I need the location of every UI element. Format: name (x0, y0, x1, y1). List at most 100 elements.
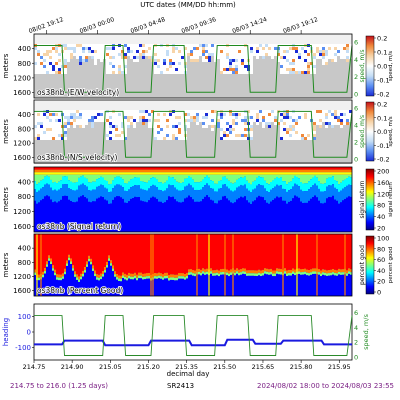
y-tick-label: 100 (18, 313, 31, 321)
colorbar-tick-label: 80 (377, 245, 385, 253)
bottom-tick-label: 214.90 (61, 363, 84, 371)
right-axis-label: speed, m/s (362, 314, 370, 350)
colorbar-label: signal return (388, 182, 394, 217)
colorbar-tick-label: 0.1 (377, 49, 387, 57)
y-axis-label: meters (2, 187, 10, 212)
y-tick-label: 800 (18, 193, 31, 201)
colorbar-label: speed, m/s (388, 116, 394, 146)
colorbar-tick-label: 0.1 (377, 114, 387, 122)
footer: 214.75 to 216.0 (1.25 days) SR2413 2024/… (0, 382, 400, 396)
plot-frame (33, 33, 353, 99)
colorbar-label: speed, m/s (388, 51, 394, 81)
y-tick-label: 1200 (13, 273, 31, 281)
top-axis-title: UTC dates (MM/DD hh:mm) (140, 1, 236, 9)
colorbar (365, 101, 375, 162)
footer-day-range: 214.75 to 216.0 (1.25 days) (10, 382, 109, 390)
bottom-tick-label: 214.75 (23, 363, 46, 371)
bottom-tick-label: 215.80 (290, 363, 313, 371)
right-y-tick-label: 0 (354, 354, 358, 362)
right-y-tick-label: 2 (354, 139, 358, 147)
y-tick-label: -100 (15, 344, 31, 352)
colorbar-tick-label: 160 (377, 179, 389, 187)
y-tick-label: 1200 (13, 140, 31, 148)
colorbar (365, 235, 375, 295)
footer-date-range: 2024/08/02 18:00 to 2024/08/03 23:55 (257, 382, 394, 390)
right-y-tick-label: 0 (354, 156, 358, 164)
y-tick-label: 1600 (13, 223, 31, 231)
colorbar-tick-label: 120 (377, 190, 389, 198)
y-tick-label: 800 (18, 60, 31, 68)
y-tick-label: 800 (18, 259, 31, 267)
plot-frame (33, 99, 353, 164)
y-axis-label: meters (2, 53, 10, 78)
colorbar-tick-label: 200 (377, 168, 389, 176)
colorbar-tick-label: 0 (377, 289, 381, 297)
y-tick-label: 1600 (13, 287, 31, 295)
y-tick-label: 400 (18, 111, 31, 119)
y-tick-label: 800 (18, 125, 31, 133)
colorbar-tick-label: -0.1 (377, 77, 390, 85)
right-y-tick-label: 4 (354, 324, 358, 332)
right-y-tick-label: 2 (354, 73, 358, 81)
colorbar-tick-label: -0.1 (377, 142, 390, 150)
y-tick-label: 1600 (13, 89, 31, 97)
top-tick-label: 08/03 14:24 (231, 16, 268, 35)
panel-ew-velocity: 400 800 1200 1600 meters os38nb (E/W velocity… (2, 33, 394, 99)
colorbar (365, 35, 375, 97)
plot-frame (33, 166, 353, 233)
y-tick-label: 1200 (13, 208, 31, 216)
colorbar-tick-label: -0.2 (377, 156, 390, 164)
top-tick-label: 08/03 00:00 (79, 16, 116, 35)
y-tick-label: 1600 (13, 154, 31, 162)
panel-title: os38nb (E/W velocity) (37, 88, 119, 97)
bottom-tick-label: 215.35 (175, 363, 198, 371)
bottom-decimal-day-ticks: 214.75 214.90 215.05 215.20 215.35 215.50 215.… (23, 360, 351, 371)
heading-line (34, 338, 352, 347)
y-axis-label: heading (2, 318, 10, 346)
right-axis-label: percent good (359, 245, 366, 285)
colorbar-tick-label: 40 (377, 267, 385, 275)
plot-frame (33, 303, 353, 361)
bottom-tick-label: 215.20 (137, 363, 160, 371)
panel-title: os38nb (Percent Good) (37, 286, 123, 295)
top-tick-label: 08/03 19:12 (282, 16, 319, 35)
right-y-tick-label: 6 (354, 309, 358, 317)
ship-speed-line (34, 110, 353, 158)
right-y-tick-label: 4 (354, 122, 358, 130)
top-tick-label: 08/03 04:48 (130, 16, 167, 35)
y-tick-label: 0 (27, 329, 31, 337)
right-y-tick-label: 4 (354, 56, 358, 64)
y-tick-label: 1200 (13, 74, 31, 82)
y-axis-label: meters (2, 252, 10, 277)
plot-frame (33, 233, 353, 297)
right-y-tick-label: 0 (354, 91, 358, 99)
bottom-tick-label: 215.95 (328, 363, 351, 371)
right-axis-label: signal return (359, 180, 366, 218)
right-axis-label: speed, m/s (359, 115, 366, 148)
panel-title: os38nb (N/S velocity) (37, 153, 117, 162)
colorbar-tick-label: 80 (377, 202, 385, 210)
panel-signal-return: 400 800 1200 1600 meters os38nb (Signal retur… (2, 166, 394, 233)
ship-speed-line (34, 45, 353, 93)
colorbar-tick-label: 100 (377, 235, 389, 243)
colorbar-tick-label: -0.2 (377, 91, 390, 99)
right-axis-label: speed, m/s (359, 50, 366, 83)
panel-title: os38nb (Signal return) (37, 222, 121, 231)
speed-line (34, 315, 353, 356)
bottom-tick-label: 215.50 (213, 363, 236, 371)
colorbar-label: percent good (388, 247, 394, 284)
bottom-axis-title: decimal day (167, 370, 210, 378)
footer-cruise-id: SR2413 (167, 382, 195, 390)
y-tick-label: 400 (18, 245, 31, 253)
colorbar-tick-label: 40 (377, 213, 385, 221)
right-y-tick-label: 2 (354, 339, 358, 347)
y-axis-label: meters (2, 119, 10, 144)
right-y-tick-label: 6 (354, 105, 358, 113)
colorbar-tick-label: 60 (377, 256, 385, 264)
y-tick-label: 400 (18, 45, 31, 53)
colorbar (365, 168, 375, 231)
colorbar-tick-label: 0.0 (377, 128, 387, 136)
colorbar-tick-label: 0.0 (377, 63, 387, 71)
